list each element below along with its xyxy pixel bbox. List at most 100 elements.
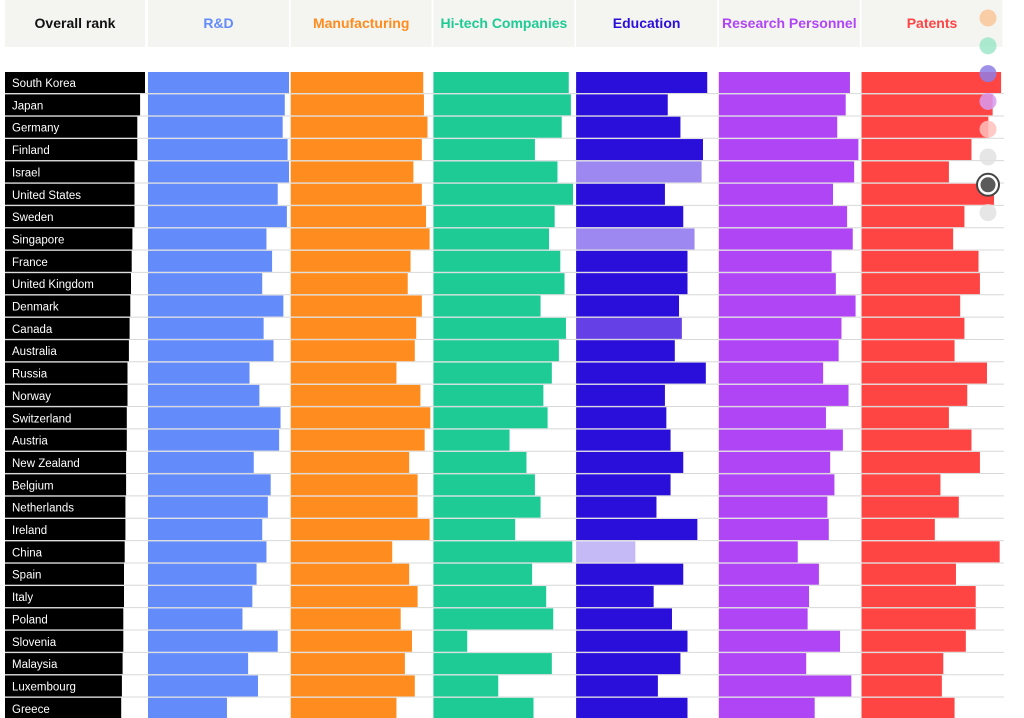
bar-3 <box>576 94 668 116</box>
rank-bar <box>5 630 124 652</box>
bar-4 <box>718 273 836 295</box>
bar-0 <box>148 451 254 473</box>
rank-bar <box>5 161 135 183</box>
bar-1 <box>290 697 397 718</box>
bar-5 <box>861 429 972 451</box>
bar-1 <box>290 72 424 93</box>
bar-2 <box>433 630 468 652</box>
rank-bar <box>5 94 141 116</box>
bar-3 <box>576 519 698 540</box>
bar-4 <box>718 384 849 406</box>
bar-0 <box>148 563 257 585</box>
selector-dot <box>979 92 997 110</box>
bar-3 <box>576 384 665 406</box>
bar-1 <box>290 340 415 362</box>
bar-0 <box>148 608 243 630</box>
bar-2 <box>433 161 558 183</box>
bar-1 <box>290 362 397 384</box>
bar-2 <box>433 474 535 496</box>
country-label: Italy <box>12 592 33 604</box>
bar-4 <box>718 697 815 718</box>
rank-bar <box>5 295 131 317</box>
selector-dot <box>979 120 997 138</box>
bar-1 <box>290 273 408 295</box>
rank-bar <box>5 206 135 228</box>
bar-2 <box>433 451 527 473</box>
bar-3 <box>576 295 680 317</box>
bar-5 <box>861 161 949 183</box>
bar-2 <box>433 206 555 228</box>
bar-3 <box>576 161 702 183</box>
rank-bar <box>5 250 132 272</box>
rank-bar <box>5 340 129 362</box>
bar-1 <box>290 608 401 630</box>
country-label: Denmark <box>12 302 59 314</box>
bar-0 <box>148 429 280 451</box>
bar-2 <box>433 228 550 250</box>
bar-0 <box>148 161 289 183</box>
bar-5 <box>861 608 976 630</box>
bar-4 <box>718 206 848 228</box>
bar-3 <box>576 451 684 473</box>
country-label: Japan <box>12 100 43 112</box>
bar-3 <box>576 407 667 429</box>
column-header-bg <box>148 0 289 47</box>
bar-4 <box>718 653 807 675</box>
selector-dot <box>979 37 997 55</box>
bar-5 <box>861 317 965 339</box>
bar-0 <box>148 675 258 697</box>
rank-bar <box>5 519 126 540</box>
bar-4 <box>718 496 828 518</box>
bar-5 <box>861 586 976 608</box>
country-label: United Kingdom <box>12 279 94 291</box>
country-label: Israel <box>12 167 40 179</box>
bar-5 <box>861 519 935 540</box>
bar-2 <box>433 94 571 116</box>
selector-dot <box>979 65 997 83</box>
rank-bar <box>5 608 124 630</box>
bar-4 <box>718 295 856 317</box>
country-label: Greece <box>12 704 50 716</box>
rank-bar <box>5 273 131 295</box>
rank-bar <box>5 116 138 138</box>
column-header-4: Research Personnel <box>722 15 857 31</box>
selector-dot <box>979 148 997 166</box>
bar-2 <box>433 362 552 384</box>
bar-3 <box>576 630 688 652</box>
bar-0 <box>148 317 264 339</box>
bar-1 <box>290 295 422 317</box>
bar-1 <box>290 519 430 540</box>
bar-1 <box>290 317 417 339</box>
bar-2 <box>433 116 562 138</box>
bar-5 <box>861 563 956 585</box>
bar-0 <box>148 250 273 272</box>
bar-5 <box>861 630 966 652</box>
rank-bar <box>5 451 127 473</box>
rank-bar <box>5 384 128 406</box>
rank-bar <box>5 183 135 205</box>
rank-bar <box>5 541 125 563</box>
country-label: United States <box>12 190 81 202</box>
country-label: New Zealand <box>12 458 80 470</box>
bar-0 <box>148 519 263 540</box>
bar-0 <box>148 206 287 228</box>
rank-bar <box>5 586 124 608</box>
rank-bar <box>5 228 133 250</box>
bar-5 <box>861 384 968 406</box>
bar-1 <box>290 206 427 228</box>
bar-0 <box>148 541 267 563</box>
bar-3 <box>576 586 654 608</box>
bar-0 <box>148 474 271 496</box>
country-label: Netherlands <box>12 503 74 515</box>
bar-0 <box>148 340 274 362</box>
bar-1 <box>290 586 418 608</box>
bar-5 <box>861 228 954 250</box>
bar-1 <box>290 116 428 138</box>
bar-2 <box>433 519 516 540</box>
column-header-1: Manufacturing <box>313 15 409 31</box>
bar-1 <box>290 474 418 496</box>
bar-4 <box>718 563 819 585</box>
bar-3 <box>576 653 681 675</box>
column-header-5: Patents <box>907 15 958 31</box>
bar-4 <box>718 541 798 563</box>
